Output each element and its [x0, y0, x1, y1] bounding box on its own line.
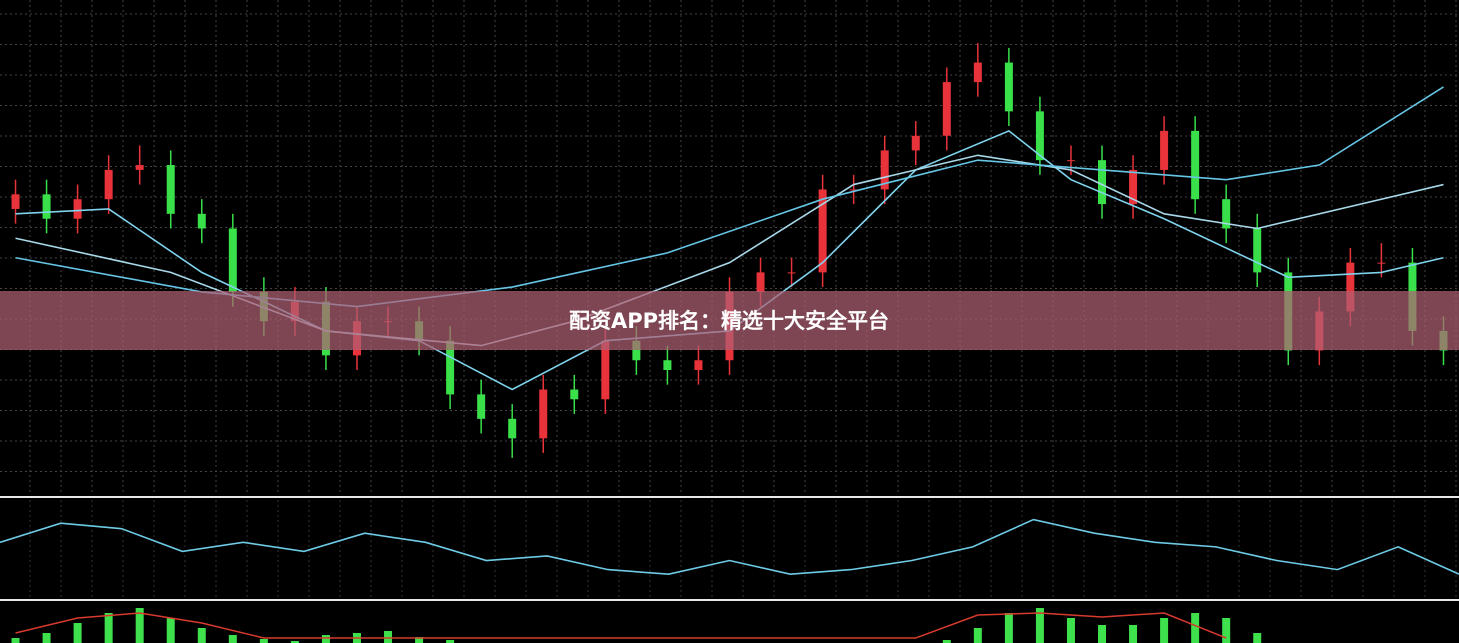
candle-body — [166, 165, 175, 214]
oscillator-line — [0, 518, 1459, 575]
histogram-bar — [42, 633, 51, 643]
candle-body — [1129, 169, 1138, 205]
histogram-bar — [1066, 618, 1075, 643]
histogram-bar — [446, 640, 455, 643]
candle-body — [539, 389, 548, 439]
candle-body — [1098, 160, 1107, 205]
grid — [0, 0, 1459, 598]
candle-body — [135, 165, 144, 170]
candle-body — [508, 418, 517, 439]
candle-body — [787, 272, 796, 274]
candle-body — [1066, 160, 1075, 162]
histogram-bar — [415, 637, 424, 643]
candle-body — [880, 150, 889, 190]
candle-body — [73, 199, 82, 219]
candle-body — [1004, 62, 1013, 112]
candle-body — [197, 213, 206, 229]
histogram-bar — [135, 608, 144, 643]
histogram-bar — [1004, 613, 1013, 643]
candle-body — [849, 189, 858, 191]
banner — [0, 291, 1459, 350]
candle-body — [756, 272, 765, 292]
histogram-bar — [384, 631, 393, 643]
histogram-bar — [104, 613, 113, 643]
histogram-bar — [1098, 625, 1107, 643]
histogram-bar — [1129, 625, 1138, 643]
candle-body — [1346, 262, 1355, 312]
candle-body — [1191, 130, 1200, 200]
candle-body — [42, 194, 51, 219]
candle-body — [477, 394, 486, 419]
candle-body — [1253, 228, 1262, 273]
candle-body — [663, 360, 672, 370]
signal-line — [15, 612, 1227, 639]
candle-body — [601, 340, 610, 400]
candle-body — [632, 340, 641, 361]
candle-body — [1035, 111, 1044, 161]
candle-body — [694, 360, 703, 370]
histogram-bar — [1035, 608, 1044, 643]
histogram-bar — [259, 639, 268, 643]
candle-body — [1222, 199, 1231, 229]
histogram-bar — [1253, 633, 1262, 643]
candle-body — [818, 189, 827, 273]
histogram-bar — [73, 623, 82, 643]
histogram-bar — [973, 628, 982, 643]
histogram-bar — [321, 635, 330, 643]
banner-title: 配资APP排名：精选十大安全平台 — [569, 309, 889, 333]
candle-body — [911, 135, 920, 151]
candle-body — [446, 340, 455, 395]
histogram-bar — [1222, 618, 1231, 643]
candle-body — [973, 62, 982, 83]
candle-body — [570, 389, 579, 400]
histogram-bar — [11, 638, 20, 643]
histogram-bar — [290, 641, 299, 643]
histogram-bar — [942, 640, 951, 643]
histogram-bar — [1160, 618, 1169, 643]
histogram-bar — [1191, 613, 1200, 643]
candle-body — [942, 82, 951, 136]
candle-body — [1160, 130, 1169, 170]
candle-body — [228, 228, 237, 292]
candle-body — [104, 169, 113, 200]
candle-body — [1377, 262, 1386, 264]
candle-body — [11, 194, 20, 209]
histogram-bar — [197, 628, 206, 643]
histogram-bar — [228, 635, 237, 643]
histogram-bar — [166, 618, 175, 643]
